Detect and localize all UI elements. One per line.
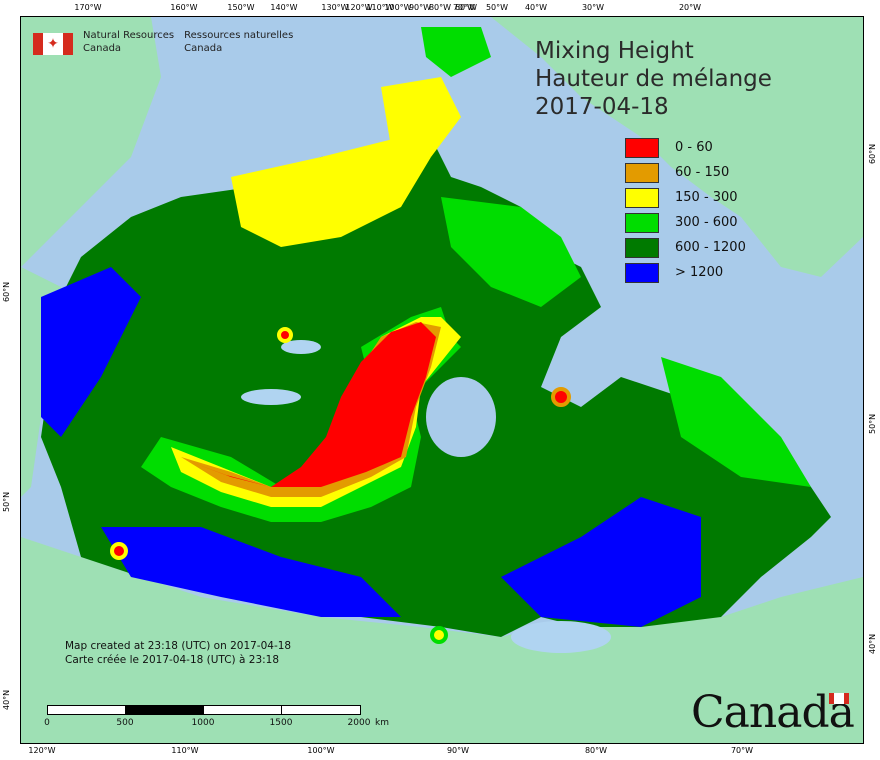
graticule-top-label: 160°W — [170, 3, 198, 12]
graticule-top-label: 50°W — [485, 3, 509, 12]
legend-item: 0 - 60 — [625, 135, 746, 160]
scale-segment — [125, 705, 205, 715]
legend-swatch — [625, 137, 659, 158]
ontario-quebec-high-zone — [501, 497, 701, 627]
hudson-bay — [426, 377, 496, 457]
ellesmere-north — [421, 27, 491, 77]
graticule-right-label: 60°N — [868, 143, 877, 164]
graticule-top-label: 120°W — [345, 3, 373, 12]
scale-bar: 0 500 1000 1500 2000 km — [44, 705, 389, 737]
hotspot — [551, 387, 571, 407]
legend-label: 60 - 150 — [675, 165, 730, 180]
legend-label: > 1200 — [675, 265, 724, 280]
legend-swatch — [625, 262, 659, 283]
graticule-top-label: 70°W — [452, 3, 476, 12]
graticule-top-label: 140°W — [270, 3, 298, 12]
graticule-top-label: 80°W — [428, 3, 452, 12]
hotspot — [430, 626, 448, 644]
graticule-top-label: 90°W — [408, 3, 432, 12]
legend-item: 150 - 300 — [625, 185, 746, 210]
graticule-top-label: 110°W — [366, 3, 394, 12]
prairies-high-zone — [101, 527, 401, 617]
baffin-zone — [441, 197, 581, 307]
credit-fr: Carte créée le 2017-04-18 (UTC) à 23:18 — [65, 654, 280, 666]
graticule-bottom-label: 100°W — [307, 746, 335, 755]
graticule-top-label: 40°W — [524, 3, 548, 12]
graticule-right-label: 40°N — [868, 633, 877, 654]
great-slave-lake — [241, 389, 301, 405]
agency-name-fr: Ressources naturelles Canada — [184, 30, 294, 54]
legend-swatch — [625, 212, 659, 233]
canada-flag-icon — [829, 693, 849, 704]
great-lakes — [511, 621, 611, 653]
scale-label: 1500 — [269, 718, 293, 728]
hotspot — [110, 542, 128, 560]
graticule-left-label: 60°N — [2, 281, 11, 302]
labrador-zone — [661, 357, 811, 487]
map-frame[interactable]: ✦ Natural Resources Canada Ressources na… — [20, 16, 864, 744]
legend: 0 - 60 60 - 150 150 - 300 300 - 600 600 - 12… — [625, 135, 746, 285]
scale-unit: km — [375, 718, 389, 728]
graticule-top-label: 20°W — [678, 3, 702, 12]
zone-0-60 — [191, 322, 436, 487]
graticule-bottom-label: 70°W — [730, 746, 754, 755]
graticule-right-label: 50°N — [868, 413, 877, 434]
legend-label: 600 - 1200 — [675, 240, 746, 255]
arctic-islands-zone — [231, 137, 431, 247]
title-en: Mixing Height — [535, 38, 694, 64]
legend-swatch — [625, 237, 659, 258]
graticule-bottom-label: 90°W — [446, 746, 470, 755]
yukon-high-zone — [41, 267, 141, 437]
legend-label: 300 - 600 — [675, 215, 738, 230]
legend-item: 60 - 150 — [625, 160, 746, 185]
title-fr: Hauteur de mélange — [535, 66, 772, 92]
canada-flag-icon: ✦ — [33, 33, 73, 55]
scale-label: 0 — [44, 718, 50, 728]
title-date: 2017-04-18 — [535, 94, 669, 120]
graticule-top-label: 100°W — [384, 3, 412, 12]
scale-label: 1000 — [191, 718, 215, 728]
credit-text: Map created at 23:18 (UTC) on 2017-04-18… — [65, 639, 291, 667]
legend-item: 300 - 600 — [625, 210, 746, 235]
scale-segment — [47, 705, 127, 715]
agency-signature: ✦ Natural Resources Canada Ressources na… — [33, 29, 293, 55]
graticule-bottom-label: 110°W — [171, 746, 199, 755]
legend-label: 150 - 300 — [675, 190, 738, 205]
agency-name-en: Natural Resources Canada — [83, 30, 175, 54]
graticule-left-label: 40°N — [2, 689, 11, 710]
legend-item: 600 - 1200 — [625, 235, 746, 260]
graticule-bottom-label: 120°W — [28, 746, 56, 755]
alaska-north — [21, 17, 161, 267]
greenland — [491, 17, 863, 277]
mixing-height-map[interactable] — [21, 17, 863, 743]
graticule-left-label: 50°N — [2, 491, 11, 512]
graticule-top-label: 60°W — [454, 3, 478, 12]
legend-item: > 1200 — [625, 260, 746, 285]
graticule-top-label: 150°W — [227, 3, 255, 12]
map-title: Mixing Height Hauteur de mélange 2017-04… — [535, 37, 772, 121]
graticule-top-label: 30°W — [581, 3, 605, 12]
graticule-top-label: 170°W — [74, 3, 102, 12]
scale-segment — [203, 705, 283, 715]
graticule-top-label: 130°W — [321, 3, 349, 12]
canada-wordmark: Canada — [691, 687, 855, 738]
scale-label: 2000 — [347, 718, 371, 728]
legend-label: 0 - 60 — [675, 140, 713, 155]
scale-label: 500 — [116, 718, 134, 728]
legend-swatch — [625, 162, 659, 183]
graticule-bottom-label: 80°W — [584, 746, 608, 755]
great-bear-lake — [281, 340, 321, 354]
hotspot — [277, 327, 293, 343]
legend-swatch — [625, 187, 659, 208]
scale-segment — [281, 705, 361, 715]
credit-en: Map created at 23:18 (UTC) on 2017-04-18 — [65, 640, 292, 652]
ellesmere-zone — [381, 77, 461, 157]
